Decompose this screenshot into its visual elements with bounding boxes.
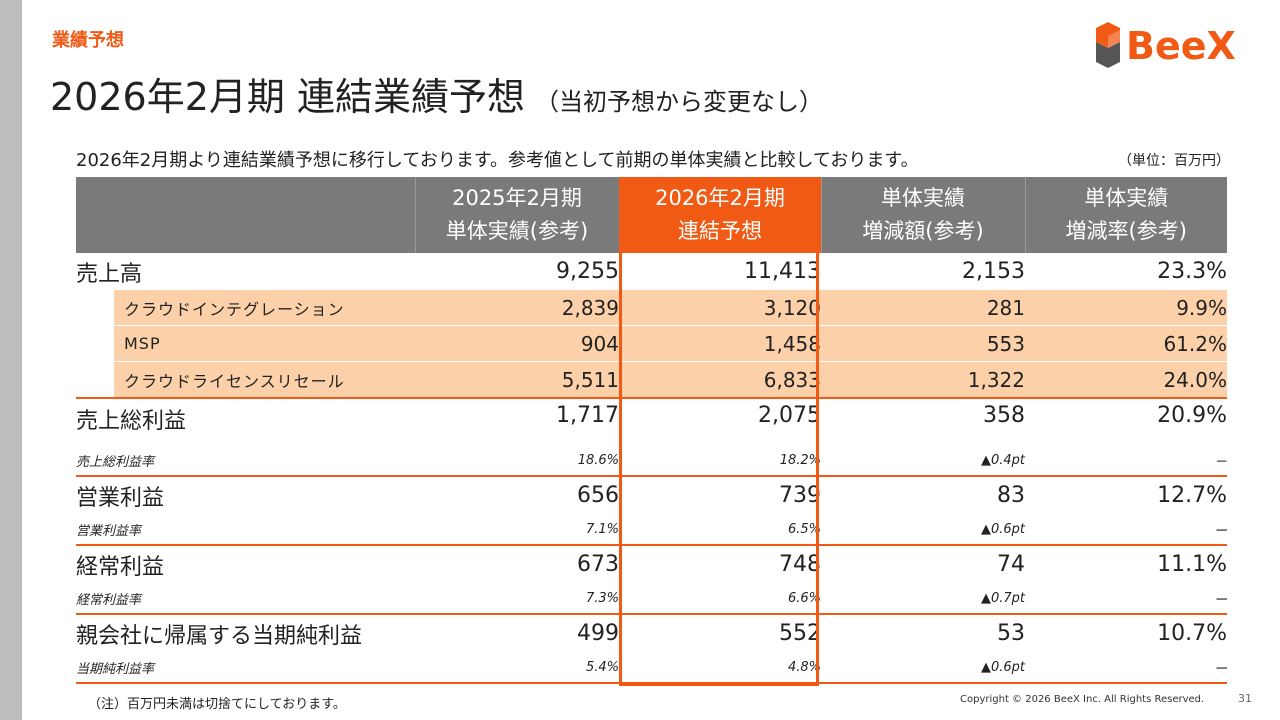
cell-value: 23.3%: [1157, 259, 1227, 284]
indent-spacer: [76, 325, 114, 362]
cell-value: －: [1025, 445, 1227, 477]
cell-value: 11.1%: [1157, 552, 1227, 577]
cell-value: 12.7%: [1157, 483, 1227, 508]
table-row-net-profit: 親会社に帰属する当期純利益 499 552 53 10.7%: [76, 614, 1227, 652]
cell-value: 53: [997, 621, 1025, 646]
table-row-operating-margin: 営業利益率 7.1% 6.5% ▲0.6pt ー: [76, 514, 1227, 546]
cell-value: 552: [779, 621, 821, 646]
table-row-ordinary-profit: 経常利益 673 748 74 11.1%: [76, 545, 1227, 583]
cell-value: ▲0.6pt: [821, 514, 1025, 546]
left-accent-bar: [0, 0, 22, 720]
cell-value: 9,255: [556, 259, 619, 284]
cell-value: 20.9%: [1157, 403, 1227, 428]
cell-value: 739: [779, 483, 821, 508]
table-row-segment: クラウドインテグレーション 2,839 3,120 281 9.9%: [76, 290, 1227, 326]
header-change-amount: 単体実績 増減額(参考): [820, 177, 1025, 253]
cell-value: 3,120: [619, 290, 821, 326]
cell-value: ー: [1025, 514, 1227, 546]
cell-value: ▲0.4pt: [821, 445, 1025, 477]
cell-value: 5,511: [415, 361, 619, 399]
cell-value: 656: [577, 483, 619, 508]
table-row-operating-profit: 営業利益 656 739 83 12.7%: [76, 476, 1227, 514]
indent-spacer: [76, 361, 114, 399]
cell-value: 7.3%: [415, 583, 619, 615]
cell-value: 748: [779, 552, 821, 577]
cell-value: 18.2%: [619, 445, 821, 477]
table-row-ordinary-margin: 経常利益率 7.3% 6.6% ▲0.7pt ー: [76, 583, 1227, 615]
header-fy2025: 2025年2月期 単体実績(参考): [414, 177, 619, 253]
row-label: 営業利益: [76, 485, 165, 511]
subtitle: 2026年2月期より連結業績予想に移行しております。参考値として前期の単体実績と…: [76, 150, 919, 171]
cell-value: 2,839: [415, 290, 619, 326]
cell-value: 83: [997, 483, 1025, 508]
row-label: 売上総利益: [76, 409, 187, 434]
cell-value: 1,458: [619, 325, 821, 362]
table-header-row: 2025年2月期 単体実績(参考) 2026年2月期 連結予想 単体実績 増減額(参考…: [76, 177, 1227, 253]
beex-logo-mark-icon: [1096, 22, 1120, 68]
cell-value: 18.6%: [415, 445, 619, 477]
table-row-gross-margin: 売上総利益率 18.6% 18.2% ▲0.4pt －: [76, 445, 1227, 477]
unit-note: （単位：百万円）: [1118, 153, 1230, 169]
table-row-segment: クラウドライセンスリセール 5,511 6,833 1,322 24.0%: [76, 361, 1227, 399]
cell-value: 10.7%: [1157, 621, 1227, 646]
cell-value: ▲0.7pt: [821, 583, 1025, 615]
cell-value: 11,413: [744, 259, 821, 284]
cell-value: 5.4%: [415, 652, 619, 684]
row-label: 当期純利益率: [76, 652, 415, 684]
cell-value: 74: [997, 552, 1025, 577]
row-label: 親会社に帰属する当期純利益: [76, 623, 363, 649]
row-label: 売上高: [76, 261, 143, 287]
cell-value: 673: [577, 552, 619, 577]
row-label: 経常利益: [76, 554, 165, 580]
cell-value: 6.5%: [619, 514, 821, 546]
cell-value: 6.6%: [619, 583, 821, 615]
table-row-net-margin: 当期純利益率 5.4% 4.8% ▲0.6pt ー: [76, 652, 1227, 684]
cell-value: 9.9%: [1025, 290, 1227, 326]
row-label: MSP: [114, 325, 415, 362]
footnote: （注）百万円未満は切捨てにしております。: [88, 697, 346, 712]
cell-value: 358: [983, 403, 1025, 428]
copyright: Copyright © 2026 BeeX Inc. All Rights Re…: [960, 694, 1205, 705]
indent-spacer: [76, 290, 114, 326]
cell-value: 61.2%: [1025, 325, 1227, 362]
cell-value: 1,717: [556, 403, 619, 428]
header-fy2026: 2026年2月期 連結予想: [618, 177, 821, 253]
title-note: （当初予想から変更なし）: [534, 88, 823, 116]
cell-value: 4.8%: [619, 652, 821, 684]
page-number: 31: [1238, 692, 1252, 705]
header-blank: [76, 177, 415, 253]
table-row-sales: 売上高 9,255 11,413 2,153 23.3%: [76, 253, 1227, 290]
row-label: 営業利益率: [76, 514, 415, 546]
cell-value: 24.0%: [1025, 361, 1227, 399]
cell-value: 553: [821, 325, 1025, 362]
cell-value: 6,833: [619, 361, 821, 399]
beex-logo: BeeX: [1096, 22, 1236, 70]
cell-value: ー: [1025, 583, 1227, 615]
row-label: 売上総利益率: [76, 445, 415, 477]
cell-value: 2,075: [758, 403, 821, 428]
cell-value: 499: [577, 621, 619, 646]
row-label: 経常利益率: [76, 583, 415, 615]
cell-value: 2,153: [962, 259, 1025, 284]
table-row-segment: MSP 904 1,458 553 61.2%: [76, 325, 1227, 362]
row-label: クラウドインテグレーション: [114, 290, 415, 326]
cell-value: 1,322: [821, 361, 1025, 399]
page-title: 2026年2月期 連結業績予想 （当初予想から変更なし）: [50, 75, 823, 119]
cell-value: ー: [1025, 652, 1227, 684]
section-label: 業績予想: [52, 30, 124, 51]
cell-value: 7.1%: [415, 514, 619, 546]
beex-logo-text: BeeX: [1126, 24, 1236, 68]
table-row-gross-profit: 売上総利益 1,717 2,075 358 20.9%: [76, 398, 1227, 445]
forecast-table: 2025年2月期 単体実績(参考) 2026年2月期 連結予想 単体実績 増減額(参考…: [76, 177, 1227, 684]
row-label: クラウドライセンスリセール: [114, 361, 415, 399]
header-change-rate: 単体実績 増減率(参考): [1024, 177, 1227, 253]
cell-value: 281: [821, 290, 1025, 326]
cell-value: ▲0.6pt: [821, 652, 1025, 684]
cell-value: 904: [415, 325, 619, 362]
